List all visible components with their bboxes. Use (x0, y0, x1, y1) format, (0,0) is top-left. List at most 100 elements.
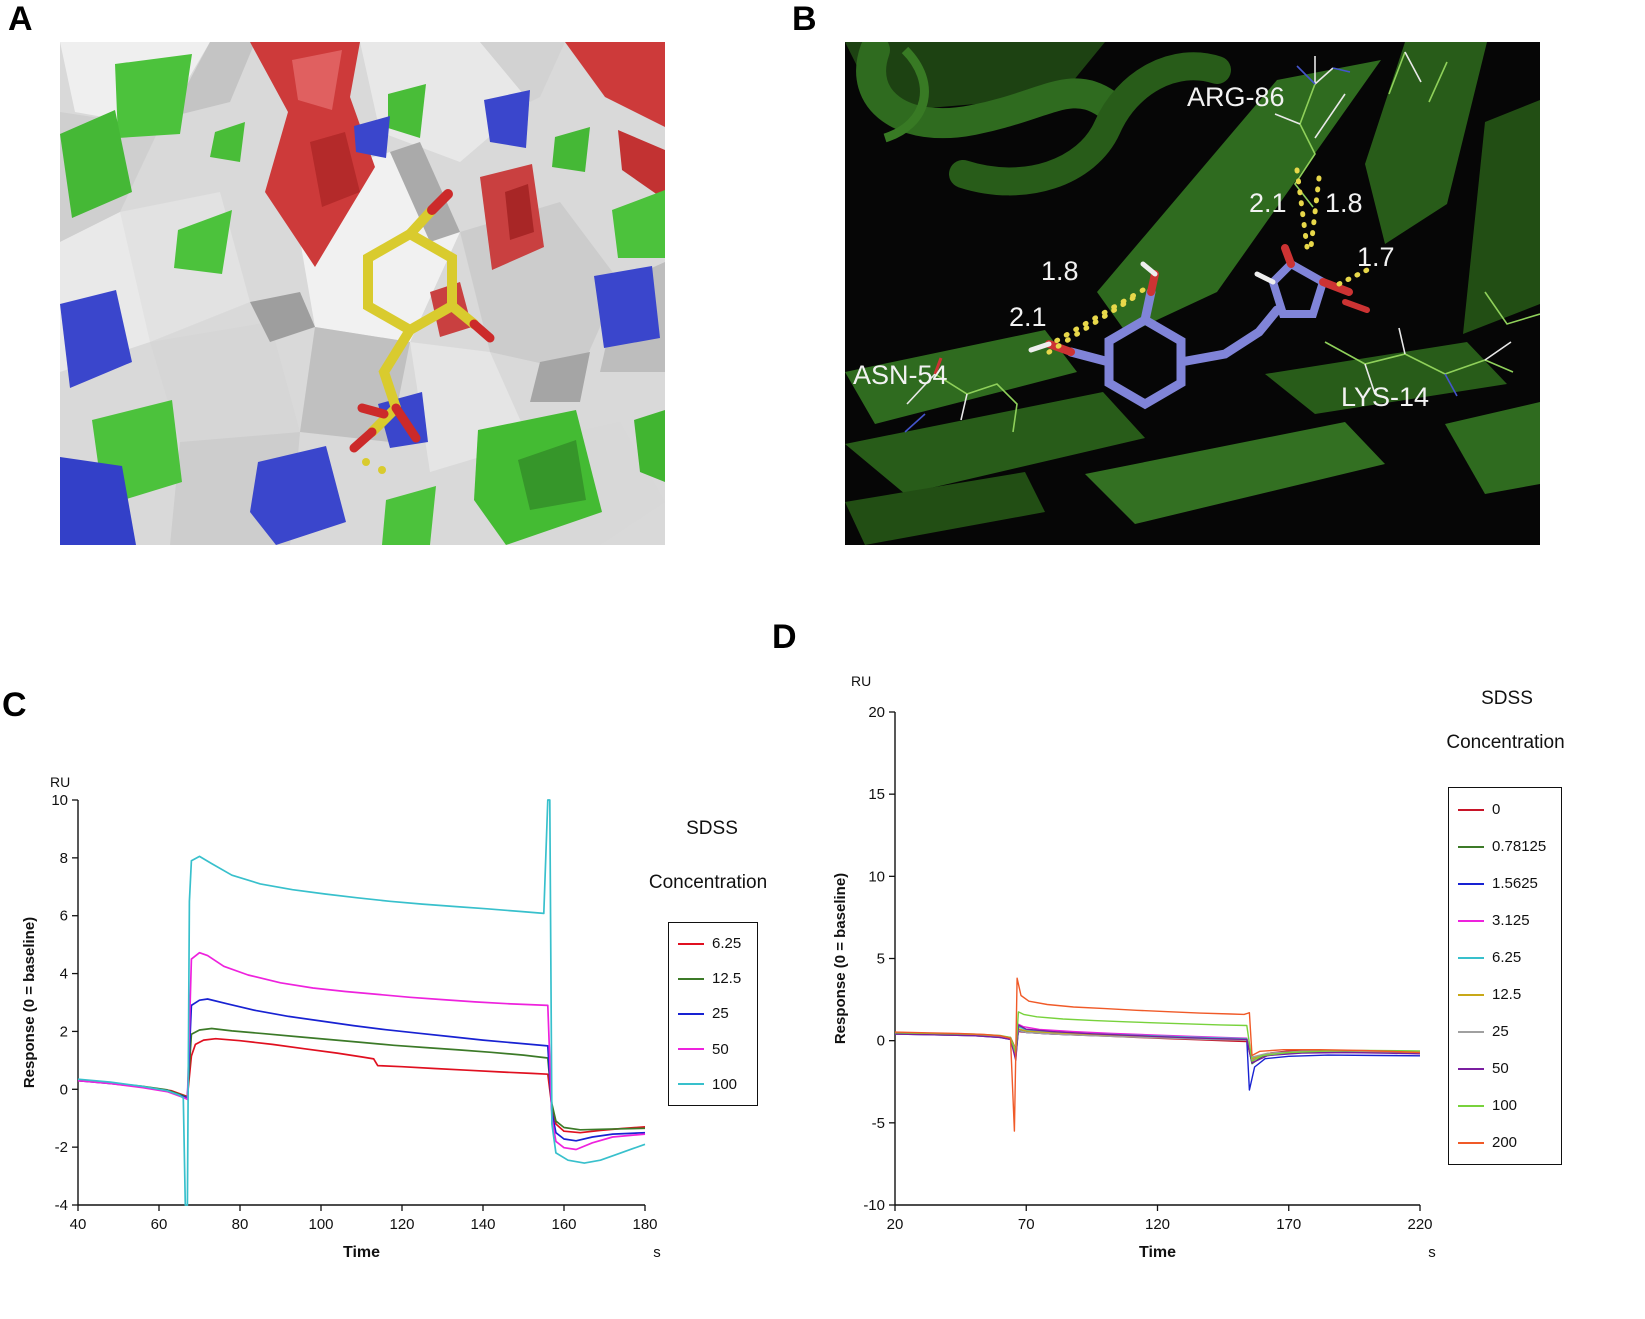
legend-item: 100 (678, 1076, 748, 1093)
y-tick-label: 10 (868, 868, 885, 885)
x-axis-unit: s (1428, 1244, 1436, 1261)
legend-box-d: 0 0.78125 1.5625 3.125 6.25 12.5 25 50 100 200 (1448, 787, 1562, 1165)
legend-line-sample (1458, 1104, 1484, 1107)
series-line-12.5 (894, 1028, 1421, 1060)
x-tick-label: 140 (470, 1216, 495, 1233)
y-tick-label: -2 (55, 1139, 68, 1156)
y-tick-label: 10 (51, 792, 68, 809)
surface-green-patches (60, 54, 665, 545)
panel-a-molecular-surface (60, 42, 665, 545)
legend-item: 6.25 (1458, 949, 1552, 966)
y-tick-label: 4 (60, 966, 68, 983)
y-tick-label: 20 (868, 704, 885, 721)
legend-item-label: 100 (712, 1075, 738, 1093)
x-tick-label: 170 (1276, 1216, 1301, 1233)
residue-label-arg86: ARG-86 (1187, 82, 1285, 112)
sensorgram-chart-d: -10 -5 0 5 10 15 20 20 70 120 170 220 RU Time s Respons… (832, 673, 1436, 1261)
protein-ribbons (845, 42, 1540, 545)
y-tick-label: 6 (60, 908, 68, 925)
legend-line-sample (1458, 882, 1484, 885)
legend-item-label: 6.25 (1492, 949, 1522, 966)
legend-box-c: 6.25 12.5 25 50 100 (668, 922, 758, 1106)
x-axis-unit: s (653, 1244, 661, 1261)
y-tick-label: 5 (877, 951, 885, 968)
x-tick-label: 80 (232, 1216, 249, 1233)
legend-item-label: 1.5625 (1492, 875, 1538, 892)
x-tick-label: 160 (551, 1216, 576, 1233)
distance-label-top-right: 1.8 (1325, 188, 1363, 218)
series-line-1.5625 (894, 1030, 1421, 1091)
legend-item: 25 (678, 1005, 748, 1022)
y-axis-unit: RU (851, 673, 871, 689)
y-tick-label: 0 (877, 1033, 885, 1050)
ligand-sticks-yellow (349, 189, 495, 474)
legend-line-sample (1458, 919, 1484, 922)
legend-item-label: 200 (1492, 1134, 1518, 1151)
series-line-25 (77, 998, 646, 1142)
y-tick-label: 8 (60, 850, 68, 867)
legend-item-label: 0 (1492, 801, 1501, 818)
surface-red-patches (250, 42, 665, 337)
x-tick-label: 120 (1145, 1216, 1170, 1233)
y-axis-unit: RU (50, 774, 70, 790)
series-line-200 (894, 977, 1421, 1132)
panel-b-ribbon-view: ARG-86 2.1 1.8 1.8 2.1 1.7 ASN-54 LYS-14 (845, 42, 1540, 545)
legend-item-label: 25 (712, 1005, 729, 1023)
legend-title-sdss-d: SDSS (1481, 688, 1533, 709)
legend-item: 1.5625 (1458, 875, 1552, 892)
series-line-6.25 (77, 1037, 646, 1134)
legend-item-label: 12.5 (712, 970, 742, 988)
legend-item: 100 (1458, 1097, 1552, 1114)
legend-line-sample (1458, 808, 1484, 811)
distance-label-top-left: 2.1 (1249, 188, 1287, 218)
legend-item-label: 50 (1492, 1060, 1509, 1077)
series-line-50 (894, 1024, 1421, 1064)
legend-title-sdss-c: SDSS (686, 818, 738, 839)
panel-b-annotations: ARG-86 2.1 1.8 1.8 2.1 1.7 ASN-54 LYS-14 (853, 82, 1429, 412)
legend-line-sample (1458, 1067, 1484, 1070)
distance-label-right: 1.7 (1357, 242, 1395, 272)
y-axis-title: Response (0 = baseline) (832, 873, 849, 1044)
x-tick-label: 180 (632, 1216, 657, 1233)
distance-label-left-lower: 2.1 (1009, 302, 1047, 332)
legend-line-sample (678, 1012, 704, 1015)
residue-label-lys14: LYS-14 (1341, 382, 1429, 412)
series-line-12.5 (77, 1027, 646, 1131)
legend-item: 6.25 (678, 935, 748, 952)
panel-c-label: C (2, 686, 27, 724)
y-tick-label: -5 (872, 1115, 885, 1132)
y-tick-label: -10 (863, 1197, 885, 1214)
hydrogen-bond-dashes (1040, 167, 1374, 359)
legend-item: 0 (1458, 801, 1552, 818)
panel-b-label: B (792, 0, 817, 38)
legend-item-label: 6.25 (712, 935, 742, 953)
legend-item: 12.5 (1458, 986, 1552, 1003)
legend-item-label: 100 (1492, 1097, 1518, 1114)
legend-item: 3.125 (1458, 912, 1552, 929)
legend-item-label: 12.5 (1492, 986, 1522, 1003)
y-tick-label: 15 (868, 786, 885, 803)
legend-item: 50 (1458, 1060, 1552, 1077)
legend-item-label: 50 (712, 1040, 729, 1058)
legend-item: 12.5 (678, 970, 748, 987)
x-tick-label: 40 (70, 1216, 87, 1233)
legend-item-label: 0.78125 (1492, 838, 1547, 855)
x-tick-label: 60 (151, 1216, 168, 1233)
legend-title-concentration-d: Concentration (1446, 732, 1565, 753)
legend-line-sample (1458, 1030, 1484, 1033)
panel-a-label: A (8, 0, 33, 38)
y-tick-label: 2 (60, 1023, 68, 1040)
legend-line-sample (1458, 845, 1484, 848)
legend-line-sample (678, 1083, 704, 1086)
legend-line-sample (678, 942, 704, 945)
x-tick-label: 100 (308, 1216, 333, 1233)
legend-item: 0.78125 (1458, 838, 1552, 855)
panel-d-label: D (772, 618, 797, 656)
y-axis-title: Response (0 = baseline) (21, 917, 38, 1088)
legend-item-label: 3.125 (1492, 912, 1530, 929)
x-tick-label: 20 (887, 1216, 904, 1233)
distance-label-left-upper: 1.8 (1041, 256, 1079, 286)
legend-item: 25 (1458, 1023, 1552, 1040)
legend-line-sample (1458, 956, 1484, 959)
